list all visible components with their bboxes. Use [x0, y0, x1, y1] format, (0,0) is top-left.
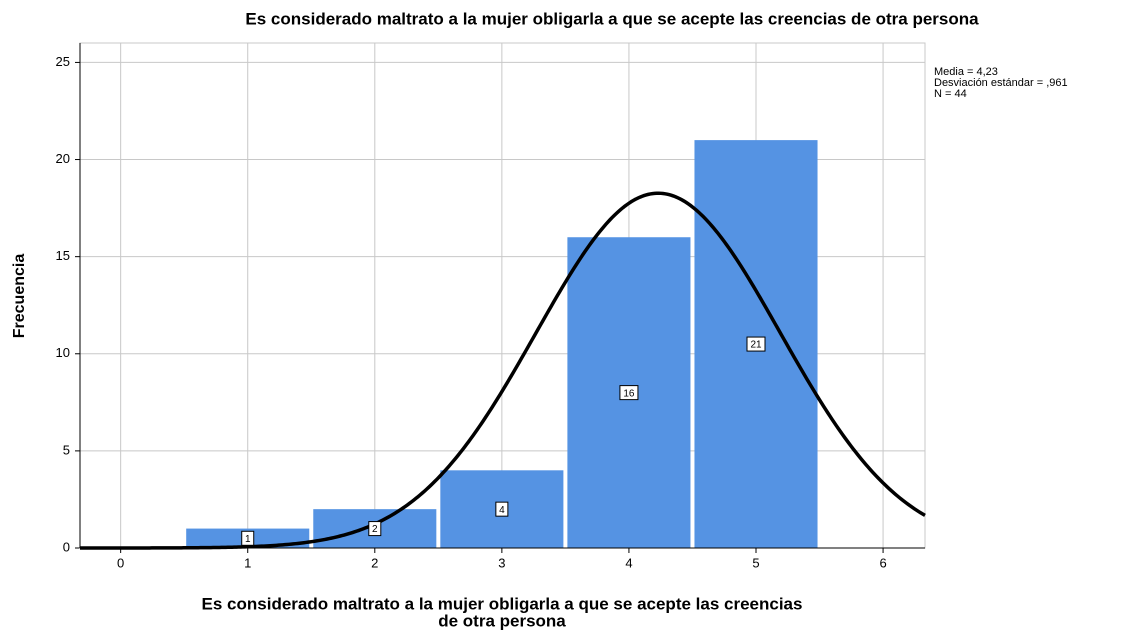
- data-label: 21: [750, 340, 762, 351]
- x-axis-label: Es considerado maltrato a la mujer oblig…: [202, 594, 803, 613]
- data-label-box: [619, 385, 639, 401]
- y-tick-label: 10: [56, 345, 70, 360]
- data-label-box: [368, 521, 382, 537]
- y-tick-label: 20: [56, 151, 70, 166]
- x-tick-label: 1: [244, 555, 251, 570]
- data-label: 2: [372, 524, 378, 535]
- stats-text: N = 44: [934, 88, 967, 100]
- stats-text: Desviación estándar = ,961: [934, 77, 1068, 89]
- x-tick-label: 2: [371, 555, 378, 570]
- data-label-box: [746, 336, 766, 352]
- data-label: 1: [245, 534, 251, 545]
- x-tick-label: 4: [625, 555, 632, 570]
- normal-curve: [79, 191, 926, 550]
- x-tick-label: 5: [752, 555, 759, 570]
- x-tick-label: 0: [117, 555, 124, 570]
- y-axis-label: Frecuencia: [11, 254, 28, 339]
- stats-text: Media = 4,23: [934, 66, 998, 78]
- x-tick-label: 3: [498, 555, 505, 570]
- y-tick-label: 0: [63, 539, 70, 554]
- data-label: 4: [499, 505, 505, 516]
- y-tick-label: 25: [56, 54, 70, 69]
- y-tick-label: 15: [56, 248, 70, 263]
- x-axis-label: de otra persona: [438, 611, 566, 630]
- y-tick-label: 5: [63, 442, 70, 457]
- x-tick-label: 6: [879, 555, 886, 570]
- chart-title: Es considerado maltrato a la mujer oblig…: [245, 9, 979, 28]
- data-label-box: [495, 501, 509, 517]
- data-label: 16: [623, 388, 635, 399]
- data-label-box: [241, 530, 255, 546]
